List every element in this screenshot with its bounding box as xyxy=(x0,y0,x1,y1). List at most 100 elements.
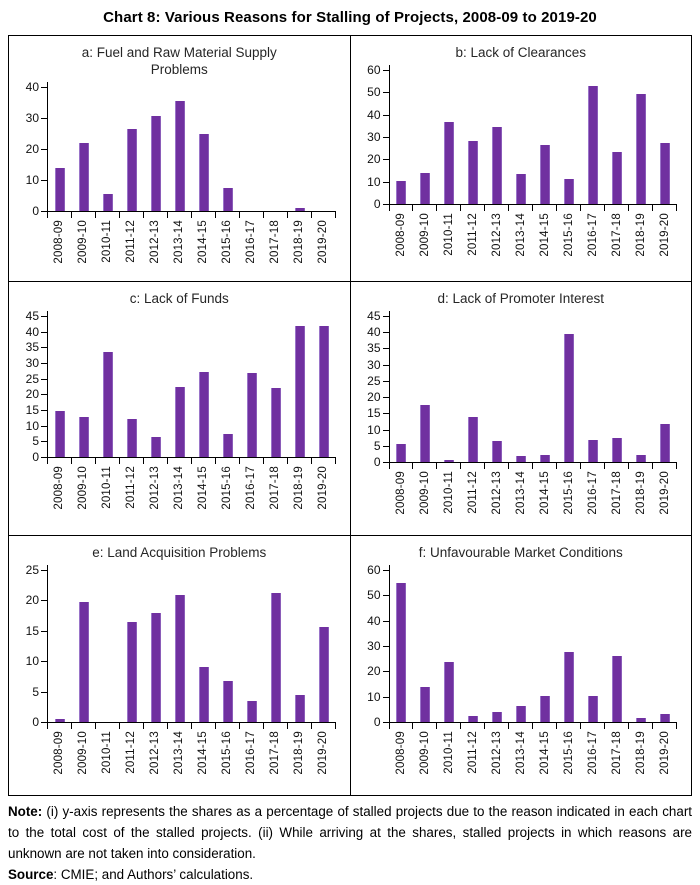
y-tick xyxy=(382,646,389,647)
bar-f-2008-09 xyxy=(396,583,407,722)
x-tick xyxy=(190,723,192,729)
x-tick xyxy=(532,205,534,211)
x-tick xyxy=(412,205,414,211)
x-axis-label: 2015-16 xyxy=(221,220,234,264)
y-tick xyxy=(382,316,389,317)
x-axis-label: 2014-15 xyxy=(538,213,551,257)
chart-figure: Chart 8: Various Reasons for Stalling of… xyxy=(0,9,700,885)
bar-f-2015-16 xyxy=(564,652,575,722)
x-tick xyxy=(484,463,486,469)
x-axis-label: 2015-16 xyxy=(221,466,234,510)
x-tick xyxy=(70,212,72,218)
x-tick xyxy=(334,212,336,218)
y-tick xyxy=(382,445,389,447)
x-tick xyxy=(47,212,48,218)
y-tick xyxy=(382,181,389,183)
y-tick xyxy=(382,595,389,597)
bar-a-2011-12 xyxy=(126,128,137,211)
x-tick xyxy=(604,723,606,729)
x-tick xyxy=(118,458,120,464)
y-tick-label: 5 xyxy=(32,434,39,449)
x-axis-label: 2017-18 xyxy=(269,466,282,510)
y-tick-label: 20 xyxy=(25,593,39,608)
bar-b-2010-11 xyxy=(444,122,455,204)
plot-area xyxy=(41,82,336,218)
x-axis-label: 2018-19 xyxy=(293,220,306,264)
y-tick xyxy=(382,332,389,334)
bar-d-2015-16 xyxy=(564,334,575,462)
bar-e-2018-19 xyxy=(294,694,305,722)
x-axis-label: 2013-14 xyxy=(173,466,186,510)
x-axis-label: 2010-11 xyxy=(442,471,455,514)
chart-panel-title: a: Fuel and Raw Material Supply Problems xyxy=(81,45,277,77)
x-axis-label: 2011-12 xyxy=(466,471,479,514)
x-axis-label: 2010-11 xyxy=(101,731,114,774)
x-axis-label: 2014-15 xyxy=(197,466,210,510)
x-tick xyxy=(334,723,336,729)
y-tick xyxy=(382,413,389,415)
y-tick-label: 45 xyxy=(367,309,381,323)
x-tick xyxy=(334,458,336,464)
chart-panel-e: e: Land Acquisition Problems 0 5 10 15 20 25 … xyxy=(8,535,350,795)
y-tick xyxy=(41,600,47,602)
y-tick-label: 30 xyxy=(367,130,381,144)
bar-d-2012-13 xyxy=(492,441,503,462)
y-tick-label: 25 xyxy=(25,371,39,386)
y-tick xyxy=(41,331,47,333)
bar-c-2017-18 xyxy=(270,388,281,457)
y-tick-label: 20 xyxy=(367,152,381,167)
y-tick-label: 5 xyxy=(32,684,39,699)
x-tick xyxy=(556,723,558,729)
x-tick xyxy=(310,458,312,464)
x-axis-label: 2017-18 xyxy=(610,731,623,775)
x-axis-label: 2009-10 xyxy=(77,220,90,264)
chart-panel-b: b: Lack of Clearances 0 10 20 30 40 50 60 2008… xyxy=(349,35,691,281)
y-tick xyxy=(41,570,47,571)
bar-f-2013-14 xyxy=(516,706,527,722)
y-tick xyxy=(41,149,47,150)
bar-f-2011-12 xyxy=(468,715,479,722)
y-tick xyxy=(41,722,47,723)
y-tick xyxy=(382,696,389,698)
x-axis-label: 2016-17 xyxy=(245,731,258,775)
y-tick xyxy=(41,630,47,632)
x-tick xyxy=(652,205,654,211)
bar-b-2019-20 xyxy=(660,142,671,204)
x-axis-label: 2017-18 xyxy=(610,471,623,515)
y-tick-label: 10 xyxy=(25,654,39,669)
y-tick xyxy=(382,114,389,116)
x-tick xyxy=(214,458,216,464)
chart-panel-f: f: Unfavourable Market Conditions 0 10 20 3… xyxy=(349,535,691,795)
x-axis-label: 2014-15 xyxy=(538,731,551,775)
bar-c-2010-11 xyxy=(102,351,113,457)
x-tick xyxy=(580,463,582,469)
chart-area: 0 5 10 15 20 25 30 35 40 45 xyxy=(351,309,692,469)
plot-area xyxy=(41,311,336,464)
y-tick xyxy=(41,378,47,380)
bar-b-2012-13 xyxy=(492,126,503,204)
y-tick-label: 10 xyxy=(25,418,39,433)
x-axis-label: 2012-13 xyxy=(490,471,503,515)
bar-b-2017-18 xyxy=(612,152,623,204)
bar-d-2017-18 xyxy=(612,438,623,462)
x-axis-label: 2008-09 xyxy=(53,220,66,264)
bar-f-2010-11 xyxy=(444,662,455,722)
y-tick-label: 15 xyxy=(367,406,381,421)
x-tick xyxy=(310,723,312,729)
x-tick xyxy=(460,463,462,469)
x-tick xyxy=(47,458,48,464)
x-axis-label: 2018-19 xyxy=(634,731,647,775)
bar-f-2009-10 xyxy=(420,687,431,722)
x-tick xyxy=(310,212,312,218)
x-tick xyxy=(238,458,240,464)
x-axis-label: 2015-16 xyxy=(562,731,575,775)
y-tick xyxy=(382,397,389,399)
x-tick xyxy=(142,212,144,218)
x-tick xyxy=(604,205,606,211)
x-axis-label: 2014-15 xyxy=(538,471,551,515)
x-axis-label: 2019-20 xyxy=(658,213,671,257)
bar-a-2013-14 xyxy=(174,100,185,211)
x-tick xyxy=(412,463,414,469)
x-tick xyxy=(628,463,630,469)
y-tick-label: 30 xyxy=(25,356,39,370)
